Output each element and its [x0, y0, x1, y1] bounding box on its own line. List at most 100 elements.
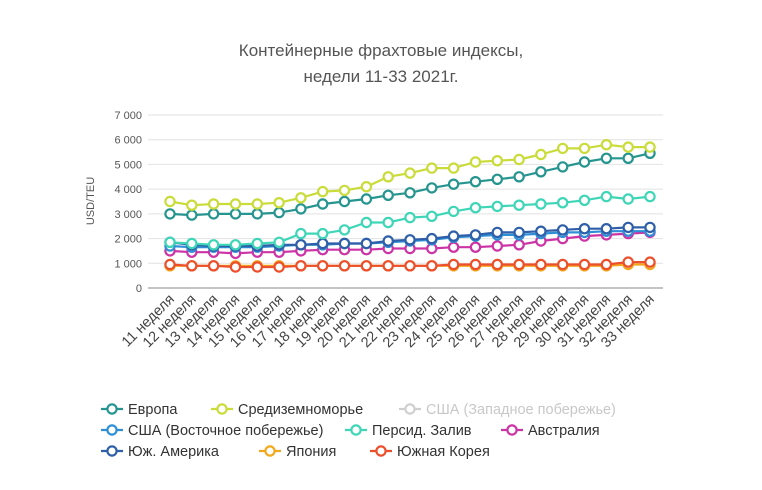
data-point[interactable]	[447, 258, 460, 271]
data-point[interactable]	[164, 236, 176, 248]
data-point[interactable]	[469, 229, 482, 241]
data-point[interactable]	[557, 161, 569, 173]
data-point[interactable]	[426, 210, 438, 222]
data-point[interactable]	[382, 216, 394, 229]
data-point[interactable]	[600, 190, 613, 203]
data-point[interactable]	[491, 258, 503, 271]
data-point[interactable]	[404, 187, 416, 199]
legend-item-0[interactable]: Европа	[101, 402, 178, 418]
data-point[interactable]	[557, 224, 569, 236]
data-point[interactable]	[535, 148, 547, 161]
data-point[interactable]	[251, 261, 263, 273]
data-point[interactable]	[513, 226, 525, 239]
data-point[interactable]	[317, 185, 329, 198]
data-point[interactable]	[251, 208, 263, 220]
data-point[interactable]	[229, 261, 242, 273]
data-point[interactable]	[273, 261, 285, 273]
data-point[interactable]	[251, 237, 263, 250]
data-point[interactable]	[404, 234, 416, 246]
data-point[interactable]	[164, 208, 176, 220]
data-point[interactable]	[644, 141, 656, 153]
data-point[interactable]	[295, 260, 307, 272]
data-point[interactable]	[513, 199, 525, 211]
data-point[interactable]	[622, 193, 634, 205]
data-point[interactable]	[578, 258, 591, 271]
data-point[interactable]	[317, 260, 329, 272]
data-point[interactable]	[578, 194, 591, 206]
data-point[interactable]	[557, 258, 569, 271]
data-point[interactable]	[186, 260, 198, 272]
data-point[interactable]	[426, 162, 438, 174]
legend-item-2[interactable]: США (Западное побережье)	[399, 402, 616, 418]
data-point[interactable]	[469, 241, 482, 253]
legend-item-3[interactable]: США (Восточное побережье)	[101, 423, 323, 439]
data-point[interactable]	[338, 184, 351, 197]
data-point[interactable]	[535, 258, 547, 271]
data-point[interactable]	[207, 260, 220, 272]
data-point[interactable]	[273, 206, 285, 219]
data-point[interactable]	[360, 216, 373, 229]
data-point[interactable]	[186, 199, 198, 211]
data-point[interactable]	[578, 142, 591, 155]
data-point[interactable]	[207, 198, 220, 210]
data-point[interactable]	[164, 195, 176, 208]
data-point[interactable]	[317, 237, 329, 250]
data-point[interactable]	[229, 198, 242, 210]
data-point[interactable]	[295, 227, 307, 240]
data-point[interactable]	[644, 221, 656, 234]
data-point[interactable]	[382, 171, 394, 183]
data-point[interactable]	[600, 138, 613, 151]
data-point[interactable]	[426, 182, 438, 194]
data-point[interactable]	[644, 256, 656, 268]
data-point[interactable]	[404, 211, 416, 224]
data-point[interactable]	[338, 195, 351, 208]
data-point[interactable]	[578, 156, 591, 168]
data-point[interactable]	[469, 156, 482, 168]
data-point[interactable]	[317, 227, 329, 240]
data-point[interactable]	[382, 260, 394, 272]
data-point[interactable]	[600, 222, 613, 235]
data-point[interactable]	[535, 198, 547, 210]
data-point[interactable]	[295, 192, 307, 204]
data-point[interactable]	[251, 198, 263, 210]
data-point[interactable]	[491, 200, 503, 213]
data-point[interactable]	[273, 236, 285, 248]
data-point[interactable]	[491, 154, 503, 167]
data-point[interactable]	[273, 196, 285, 209]
data-point[interactable]	[338, 260, 351, 272]
data-point[interactable]	[382, 235, 394, 247]
data-point[interactable]	[469, 175, 482, 188]
data-point[interactable]	[644, 190, 656, 203]
data-point[interactable]	[578, 222, 591, 235]
data-point[interactable]	[404, 260, 416, 272]
legend-item-5[interactable]: Австралия	[501, 423, 600, 439]
data-point[interactable]	[513, 171, 525, 183]
data-point[interactable]	[600, 152, 613, 164]
data-point[interactable]	[360, 237, 373, 250]
data-point[interactable]	[513, 239, 525, 251]
data-point[interactable]	[491, 173, 503, 185]
data-point[interactable]	[186, 237, 198, 250]
data-point[interactable]	[360, 180, 373, 193]
data-point[interactable]	[229, 208, 242, 220]
data-point[interactable]	[317, 198, 329, 210]
legend-item-6[interactable]: Юж. Америка	[101, 444, 220, 460]
legend-item-7[interactable]: Япония	[259, 444, 336, 460]
data-point[interactable]	[447, 230, 460, 242]
data-point[interactable]	[360, 260, 373, 272]
data-point[interactable]	[600, 258, 613, 271]
data-point[interactable]	[622, 152, 634, 164]
data-point[interactable]	[469, 258, 482, 271]
data-point[interactable]	[360, 193, 373, 205]
data-point[interactable]	[207, 208, 220, 220]
data-point[interactable]	[447, 205, 460, 218]
data-point[interactable]	[557, 196, 569, 209]
data-point[interactable]	[426, 232, 438, 245]
data-point[interactable]	[338, 237, 351, 250]
data-point[interactable]	[164, 258, 176, 271]
data-point[interactable]	[295, 203, 307, 215]
data-point[interactable]	[382, 189, 394, 201]
legend-item-8[interactable]: Южная Корея	[370, 444, 490, 460]
data-point[interactable]	[491, 226, 503, 239]
legend-item-4[interactable]: Персид. Залив	[345, 423, 472, 439]
